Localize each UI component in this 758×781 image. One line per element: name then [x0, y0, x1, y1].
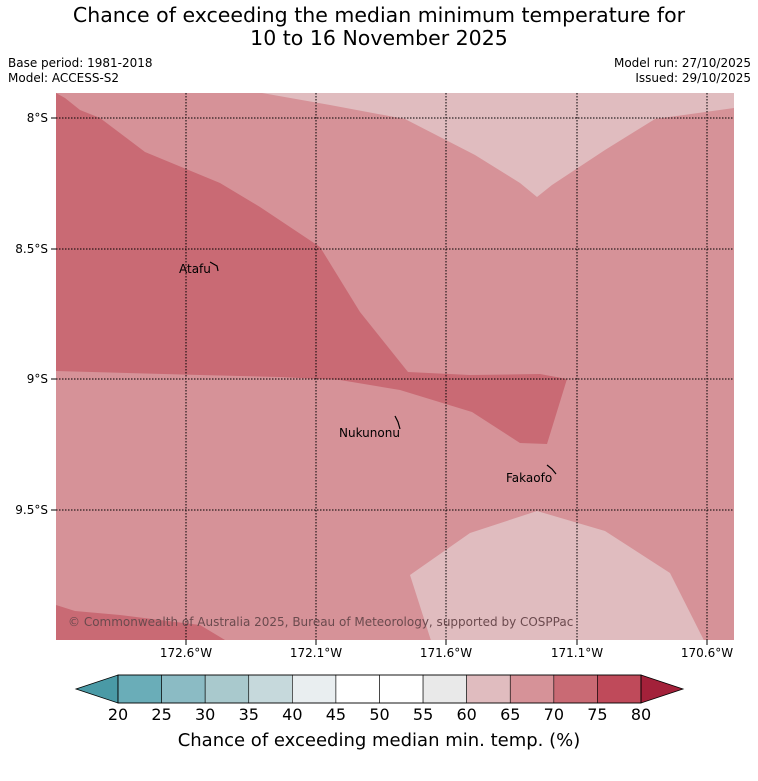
base-period-text: Base period: 1981-2018: [8, 56, 153, 70]
lon-label-170-6w: 170.6°W: [680, 646, 734, 660]
colorbar-bin: [161, 674, 206, 704]
colorbar-bin: [204, 674, 250, 704]
title-line-2: 10 to 16 November 2025: [250, 26, 508, 50]
fakaofo-outline: [546, 464, 557, 475]
lon-label-172-6w: 172.6°W: [159, 646, 213, 660]
colorbar-bin: [553, 674, 598, 704]
colorbar-tick-label: 25: [151, 705, 172, 724]
model-text: Model: ACCESS-S2: [8, 71, 120, 85]
title-line-1: Chance of exceeding the median minimum t…: [72, 3, 686, 27]
colorbar-bins: [117, 674, 642, 704]
model-run-text: Model run: 27/10/2025: [613, 56, 751, 70]
colorbar-bin: [292, 674, 337, 704]
colorbar-tick-label: 20: [107, 705, 129, 724]
colorbar-tick-label: 45: [325, 705, 347, 724]
colorbar: [74, 674, 685, 704]
chart-title: Chance of exceeding the median minimum t…: [0, 4, 758, 50]
copyright-text: © Commonwealth of Australia 2025, Bureau…: [68, 615, 573, 629]
colorbar-bin: [117, 674, 162, 704]
meta-right: Model run: 27/10/2025 Issued: 29/10/2025: [614, 56, 751, 86]
graticule: [56, 93, 734, 640]
place-label-atafu: Atafu: [179, 262, 211, 276]
colorbar-bin: [335, 674, 380, 704]
colorbar-bin: [248, 674, 293, 704]
colorbar-tick-label: 35: [238, 705, 259, 724]
colorbar-tick-label: 70: [543, 705, 565, 724]
colorbar-tick-label: 30: [194, 705, 216, 724]
lat-label-9-5s: 9.5°S: [15, 503, 48, 517]
zone-55-60-north: [262, 93, 734, 197]
colorbar-bin: [422, 674, 467, 704]
colorbar-tick-label: 55: [412, 705, 434, 724]
colorbar-tick-label: 40: [282, 705, 303, 724]
colorbar-bin: [379, 674, 424, 704]
colorbar-tick-label: 50: [369, 705, 390, 724]
lat-label-8-5s: 8.5°S: [15, 242, 48, 256]
lat-label-9s: 9°S: [26, 372, 48, 386]
nukunonu-outline: [394, 415, 401, 430]
meta-left: Base period: 1981-2018 Model: ACCESS-S2: [8, 56, 153, 86]
ticks: [51, 117, 708, 645]
colorbar-extend-high: [640, 674, 685, 704]
colorbar-tick-label: 80: [630, 705, 652, 724]
atafu-outline: [209, 261, 219, 272]
place-label-nukunonu: Nukunonu: [339, 426, 400, 440]
colorbar-frame: [117, 674, 642, 704]
lon-label-171-6w: 171.6°W: [419, 646, 473, 660]
zone-55-60-south: [410, 511, 704, 640]
lat-label-8s: 8°S: [26, 111, 48, 125]
lon-label-171-1w: 171.1°W: [550, 646, 604, 660]
colorbar-bin: [466, 674, 511, 704]
colorbar-title: Chance of exceeding median min. temp. (%…: [177, 730, 581, 751]
zone-65-70-northwest: [56, 93, 567, 444]
colorbar-tick-label: 60: [456, 705, 477, 724]
issued-text: Issued: 29/10/2025: [635, 71, 751, 85]
atolls: [209, 261, 557, 475]
colorbar-bin: [597, 674, 642, 704]
colorbar-bin: [509, 674, 555, 704]
place-label-fakaofo: Fakaofo: [506, 471, 552, 485]
map-area: [56, 93, 734, 640]
zone-65-70-southwest: [56, 605, 225, 640]
colorbar-extend-low: [74, 674, 119, 704]
colorbar-tick-label: 75: [587, 705, 608, 724]
lon-label-172-1w: 172.1°W: [289, 646, 343, 660]
colorbar-tick-label: 65: [500, 705, 521, 724]
